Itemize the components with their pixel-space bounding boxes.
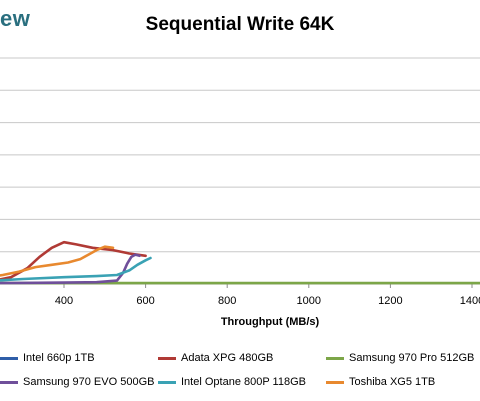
legend-swatch: [158, 380, 176, 384]
x-tick-label: 1200: [378, 295, 402, 307]
legend-item: Samsung 970 EVO 500GB: [0, 376, 154, 388]
legend-label: Samsung 970 EVO 500GB: [23, 376, 155, 388]
series-line-4: [0, 256, 152, 282]
chart-area: 400 600 800 1000 1200 1400: [0, 57, 480, 307]
legend-swatch: [326, 380, 344, 384]
legend-swatch: [0, 380, 18, 384]
legend-swatch: [158, 356, 176, 360]
chart-title: Sequential Write 64K: [145, 14, 335, 35]
legend-label: Samsung 970 Pro 512GB: [349, 352, 475, 364]
legend-label: Toshiba XG5 1TB: [349, 376, 436, 388]
series-line-1: [0, 240, 147, 281]
legend-item: Samsung 970 Pro 512GB: [326, 352, 474, 364]
legend-item: Intel Optane 800P 118GB: [158, 376, 306, 388]
legend-label: Intel Optane 800P 118GB: [181, 376, 306, 388]
legend-label: Adata XPG 480GB: [181, 352, 274, 364]
legend: Intel 660p 1TB Adata XPG 480GB Samsung 9…: [0, 346, 480, 401]
series-line-3: [0, 253, 141, 285]
legend-swatch: [0, 356, 18, 360]
x-tick-label: 400: [55, 295, 73, 307]
legend-swatch: [326, 356, 344, 360]
legend-item: Adata XPG 480GB: [158, 352, 273, 364]
legend-item: Intel 660p 1TB: [0, 352, 95, 364]
series-line-5: [0, 245, 115, 277]
x-axis-label: Throughput (MB/s): [220, 316, 320, 328]
legend-item: Toshiba XG5 1TB: [326, 376, 435, 388]
x-tick-label: 1000: [297, 295, 321, 307]
x-tick-label: 600: [136, 295, 154, 307]
brand-logo-text: ew: [0, 6, 31, 31]
legend-label: Intel 660p 1TB: [23, 352, 95, 364]
x-tick-label: 1400: [460, 295, 480, 307]
x-tick-label: 800: [218, 295, 236, 307]
